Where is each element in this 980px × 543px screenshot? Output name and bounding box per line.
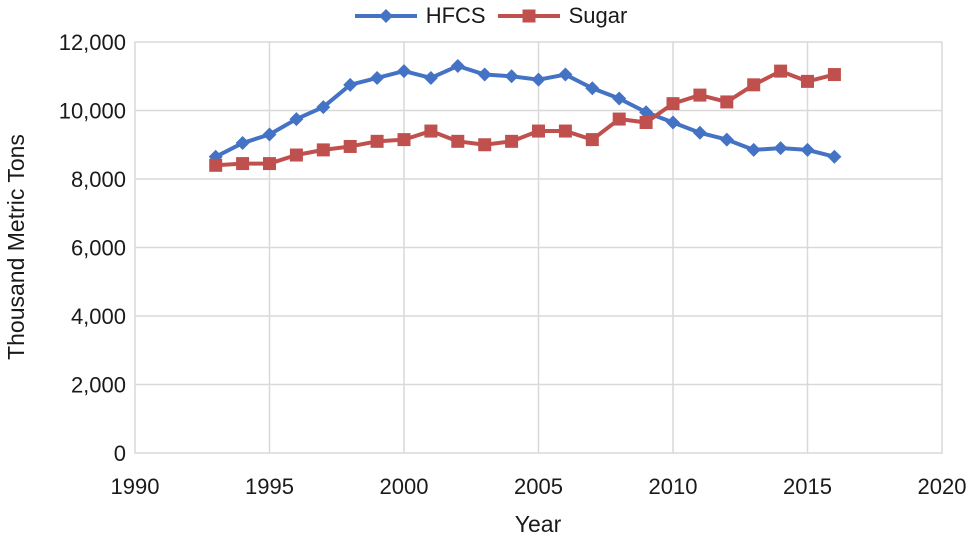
data-point-hfcs (800, 142, 815, 157)
y-tick-label: 2,000 (71, 373, 126, 398)
data-point-hfcs (531, 72, 546, 87)
x-axis-title: Year (515, 511, 562, 537)
y-tick-label: 8,000 (71, 167, 126, 192)
data-point-sugar (639, 115, 653, 129)
y-axis-title: Thousand Metric Tons (3, 134, 29, 360)
y-tick-label: 4,000 (71, 304, 126, 329)
legend-label-hfcs: HFCS (425, 3, 486, 28)
data-point-hfcs (397, 64, 411, 79)
data-point-hfcs (262, 127, 277, 142)
data-point-hfcs (450, 58, 465, 73)
legend-item-hfcs: HFCS (353, 3, 486, 29)
x-tick-label: 2010 (649, 474, 698, 499)
data-point-sugar (666, 97, 680, 111)
legend: HFCS Sugar (0, 3, 980, 29)
data-point-sugar (263, 157, 276, 171)
plot-border (134, 41, 943, 454)
data-point-hfcs (316, 100, 331, 115)
y-tick-label: 10,000 (59, 99, 126, 124)
legend-marker (378, 9, 393, 23)
data-point-hfcs (585, 81, 600, 96)
data-point-sugar (451, 134, 465, 148)
data-point-sugar (478, 138, 492, 152)
data-point-hfcs (423, 70, 438, 85)
legend-item-sugar: Sugar (496, 3, 628, 29)
legend-label-sugar: Sugar (568, 3, 628, 28)
data-point-sugar (774, 64, 788, 78)
hfcs-line-marker-icon (354, 9, 417, 23)
data-point-sugar (585, 133, 599, 147)
data-point-sugar (532, 124, 545, 138)
data-point-sugar (747, 78, 761, 92)
series-line-hfcs (213, 63, 837, 159)
x-tick-label: 2015 (783, 474, 832, 499)
data-point-sugar (397, 133, 411, 147)
data-series (208, 58, 842, 172)
data-point-sugar (505, 134, 519, 148)
data-point-sugar (343, 139, 357, 153)
data-point-sugar (801, 74, 814, 88)
data-point-hfcs (235, 136, 250, 151)
data-point-sugar (720, 95, 734, 109)
data-point-sugar (316, 143, 330, 157)
data-point-hfcs (666, 115, 680, 130)
data-point-hfcs (370, 70, 385, 85)
sugar-line-marker-icon (497, 9, 560, 23)
y-tick-label: 12,000 (59, 30, 126, 55)
data-point-hfcs (558, 67, 573, 82)
series-line-sugar (213, 69, 837, 168)
data-point-sugar (424, 124, 438, 138)
data-point-sugar (827, 68, 841, 82)
x-tick-label: 2000 (380, 474, 429, 499)
x-tick-label: 1990 (111, 474, 160, 499)
gridlines (134, 41, 943, 454)
data-point-hfcs (719, 132, 734, 147)
data-point-hfcs (343, 77, 358, 92)
y-tick-label: 0 (114, 441, 126, 466)
data-point-hfcs (746, 142, 761, 157)
data-point-sugar (236, 157, 250, 171)
data-point-hfcs (504, 69, 519, 84)
y-tick-label: 6,000 (71, 236, 126, 261)
data-point-sugar (370, 134, 384, 148)
x-tick-label: 2005 (514, 474, 563, 499)
data-point-hfcs (477, 67, 492, 82)
data-point-hfcs (289, 112, 304, 127)
legend-marker (522, 9, 536, 23)
data-point-sugar (209, 158, 223, 172)
data-point-hfcs (773, 141, 788, 156)
data-point-sugar (693, 88, 707, 102)
x-tick-label: 2020 (918, 474, 967, 499)
data-point-hfcs (639, 105, 654, 120)
data-point-sugar (612, 112, 626, 126)
data-point-hfcs (612, 91, 627, 106)
data-point-sugar (289, 148, 303, 162)
data-point-sugar (558, 124, 572, 138)
x-tick-label: 1995 (245, 474, 294, 499)
axis-ticks: 0 2,000 4,000 6,000 8,000 10,000 12,000 1990 199… (59, 30, 967, 499)
data-point-hfcs (692, 125, 707, 140)
data-point-hfcs (827, 149, 842, 164)
